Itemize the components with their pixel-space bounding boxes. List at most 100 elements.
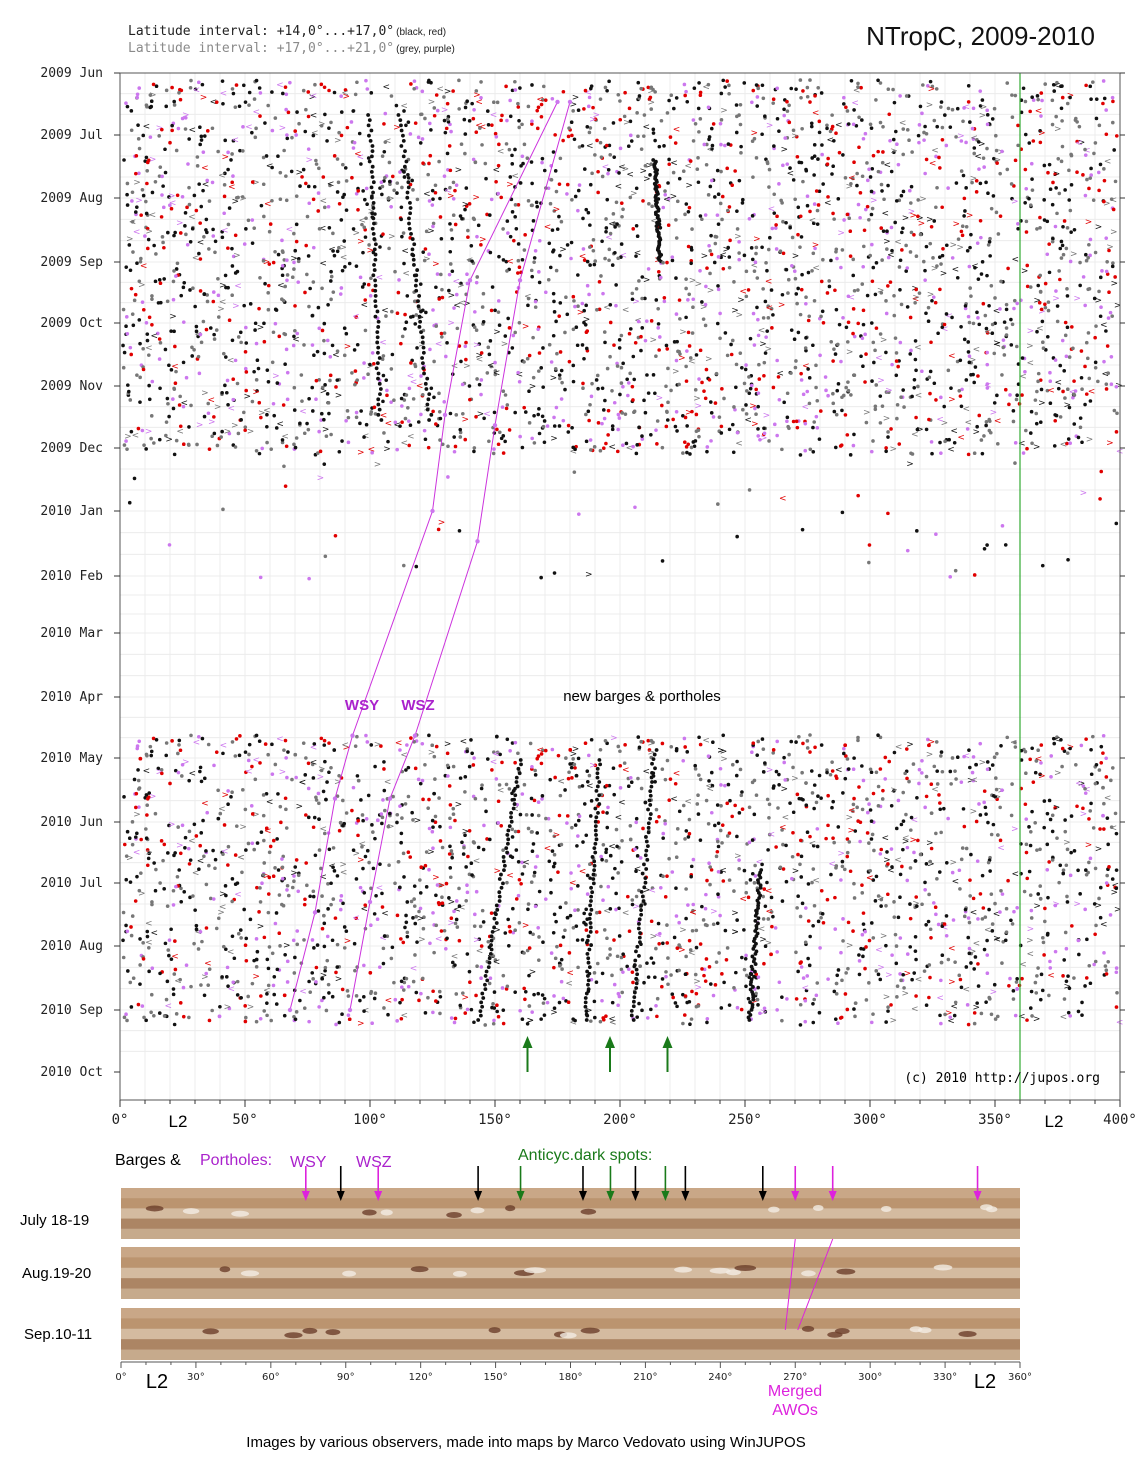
scatter-point [630, 898, 635, 902]
scatter-point [167, 363, 171, 368]
scatter-point [341, 162, 345, 167]
scatter-point [454, 413, 459, 417]
scatter-point [304, 243, 308, 248]
scatter-point [943, 439, 947, 444]
scatter-point [513, 330, 517, 335]
scatter-point [940, 253, 945, 258]
scatter-point [714, 854, 719, 859]
scatter-point [727, 91, 731, 96]
scatter-point [960, 387, 964, 392]
scatter-point [1115, 411, 1119, 416]
scatter-point [1031, 98, 1036, 102]
scatter-point [639, 334, 643, 339]
scatter-point [592, 999, 597, 1004]
scatter-point [238, 928, 243, 932]
scatter-point [599, 155, 604, 159]
scatter-point [651, 127, 656, 132]
scatter-point [929, 782, 934, 787]
scatter-point [540, 160, 544, 165]
scatter-point [537, 431, 542, 436]
scatter-mark-chevron: > [156, 768, 164, 778]
scatter-point [449, 129, 453, 134]
scatter-point [518, 181, 523, 185]
scatter-point [1027, 825, 1031, 829]
scatter-point [525, 156, 530, 160]
scatter-point [422, 258, 427, 263]
scatter-mark-chevron: < [340, 868, 348, 878]
scatter-point [706, 82, 711, 87]
scatter-mark-chevron: < [751, 261, 759, 271]
scatter-mark-chevron: > [583, 315, 591, 325]
scatter-point [239, 340, 243, 345]
scatter-point [582, 107, 586, 111]
scatter-point [207, 447, 212, 451]
scatter-point [713, 823, 717, 828]
scatter-point [836, 1021, 840, 1026]
scatter-point [501, 258, 506, 262]
scatter-point [943, 113, 947, 117]
scatter-point [1045, 811, 1050, 816]
scatter-point [894, 199, 899, 203]
scatter-point [610, 263, 615, 267]
scatter-point [368, 362, 372, 367]
scatter-point [321, 789, 326, 794]
scatter-point [177, 743, 181, 747]
scatter-mark-chevron: < [984, 381, 992, 391]
scatter-point [510, 210, 515, 214]
scatter-point [458, 435, 463, 439]
scatter-point [893, 220, 897, 225]
scatter-point [294, 133, 298, 137]
scatter-point [463, 132, 468, 136]
scatter-point [317, 378, 321, 382]
scatter-point [310, 343, 315, 347]
scatter-point [399, 937, 403, 941]
scatter-point [145, 168, 150, 173]
scatter-point [166, 948, 171, 952]
scatter-point [234, 737, 239, 741]
scatter-point [1066, 1010, 1071, 1015]
scatter-point [1036, 283, 1041, 288]
scatter-point [836, 968, 841, 972]
scatter-point [695, 802, 700, 806]
scatter-mark-chevron: < [384, 136, 392, 146]
scatter-mark-chevron: > [252, 972, 260, 982]
scatter-point [948, 125, 953, 129]
scatter-point [437, 409, 442, 414]
scatter-point [464, 865, 468, 869]
scatter-point [183, 211, 188, 215]
scatter-point [993, 1017, 998, 1021]
scatter-point [463, 151, 467, 156]
scatter-point [1085, 177, 1089, 182]
scatter-point [879, 897, 884, 902]
scatter-point [911, 762, 916, 766]
scatter-point [946, 957, 951, 962]
scatter-point [982, 434, 986, 438]
scatter-point [563, 387, 567, 392]
scatter-point [209, 326, 213, 330]
scatter-point [591, 238, 596, 242]
scatter-point [841, 939, 845, 943]
scatter-mark-chevron: < [328, 245, 336, 255]
scatter-mark-chevron: > [309, 92, 317, 102]
scatter-point [718, 201, 723, 206]
scatter-point [702, 142, 707, 147]
scatter-mark-chevron: < [360, 301, 368, 311]
scatter-point [150, 294, 154, 298]
scatter-point [992, 106, 997, 111]
scatter-point [402, 109, 406, 113]
scatter-point [451, 806, 456, 811]
scatter-point [635, 1015, 639, 1019]
scatter-point [363, 197, 367, 202]
scatter-mark-chevron: > [221, 790, 229, 800]
scatter-point [686, 244, 691, 249]
scatter-point [527, 973, 531, 978]
scatter-mark-chevron: < [993, 909, 1001, 919]
scatter-point [573, 447, 577, 452]
scatter-mark-chevron: < [281, 432, 289, 442]
scatter-point [854, 123, 859, 128]
scatter-point [1043, 305, 1048, 310]
scatter-point [895, 142, 899, 147]
scatter-point [968, 120, 972, 124]
scatter-mark-chevron: > [885, 386, 893, 396]
scatter-point [470, 101, 474, 106]
